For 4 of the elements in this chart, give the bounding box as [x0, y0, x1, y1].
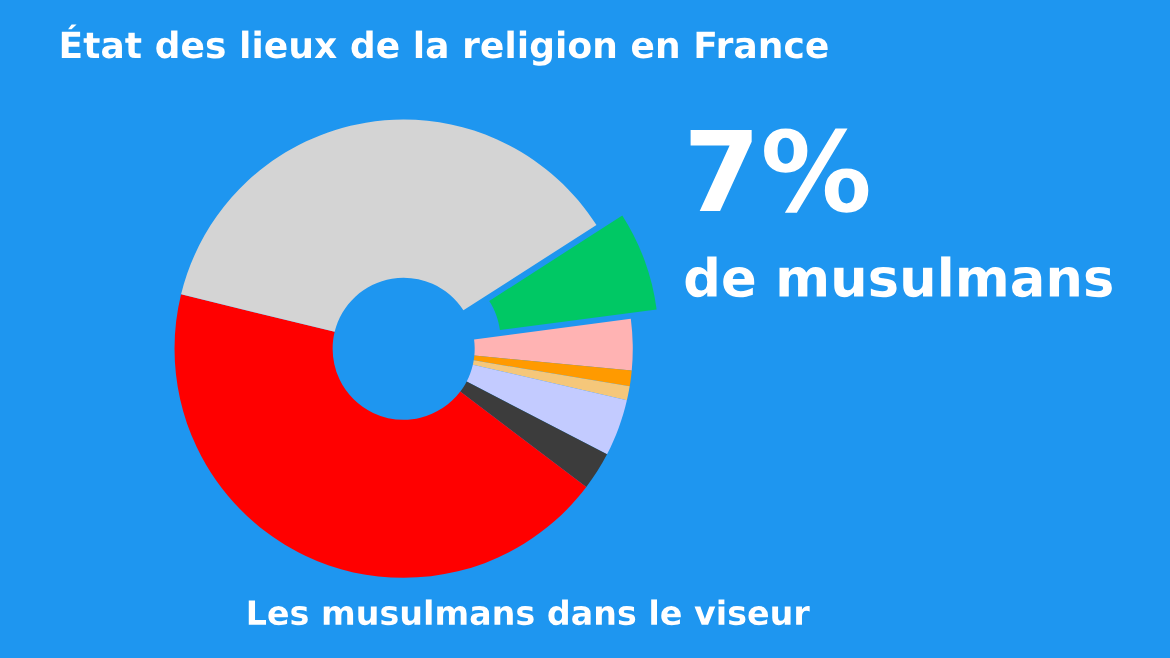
text: de musulmans: [685, 256, 1112, 298]
data-label: 7%: [690, 128, 869, 213]
text: Les musulmans dans le viseur: [248, 599, 810, 626]
chart-title: État des lieux de la religion en France: [61, 24, 828, 66]
